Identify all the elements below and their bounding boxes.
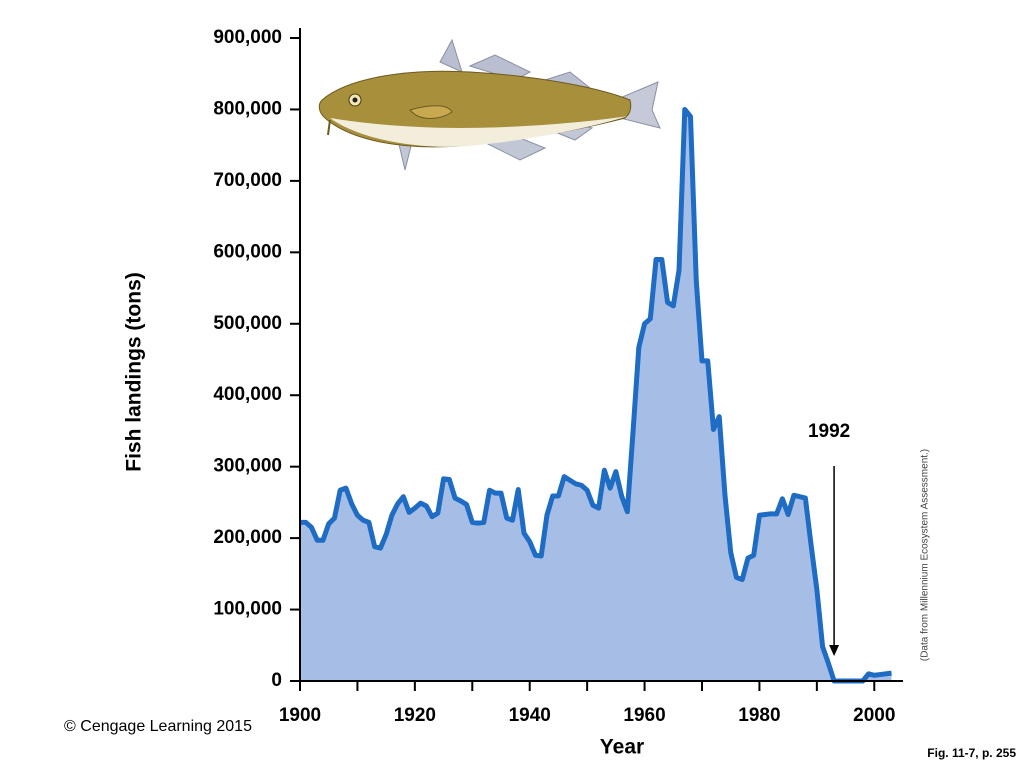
x-tick-label: 1940: [509, 705, 551, 726]
y-tick-label: 100,000: [213, 599, 282, 620]
y-tick-label: 0: [271, 670, 282, 691]
y-tick-label: 600,000: [213, 241, 282, 262]
annotation-arrowhead: [829, 645, 840, 656]
plot-area: 0 100,000 200,000 300,000 400,000 500,000 600,…: [213, 27, 903, 726]
y-axis-title: Fish landings (tons): [123, 272, 146, 472]
figure-reference: Fig. 11-7, p. 255: [927, 746, 1016, 760]
x-tick-label: 1900: [279, 705, 321, 726]
x-axis-title: Year: [600, 736, 644, 759]
y-tick-label: 900,000: [213, 27, 282, 48]
y-tick-label: 300,000: [213, 456, 282, 477]
y-tick-label: 700,000: [213, 170, 282, 191]
area-fill: [300, 109, 892, 681]
y-tick-label: 500,000: [213, 313, 282, 334]
x-tick-label: 1920: [394, 705, 436, 726]
annotation-label: 1992: [808, 421, 850, 442]
x-tick-label: 1960: [623, 705, 665, 726]
y-tick-label: 200,000: [213, 527, 282, 548]
x-tick-label: 1980: [738, 705, 780, 726]
x-tick-label: 2000: [853, 705, 895, 726]
cod-illustration: [318, 38, 661, 171]
y-tick-label: 800,000: [213, 98, 282, 119]
area-line: [300, 106, 892, 684]
copyright: © Cengage Learning 2015: [64, 718, 252, 735]
source-note: (Data from Millennium Ecosystem Assessme…: [920, 449, 931, 661]
y-tick-label: 400,000: [213, 384, 282, 405]
